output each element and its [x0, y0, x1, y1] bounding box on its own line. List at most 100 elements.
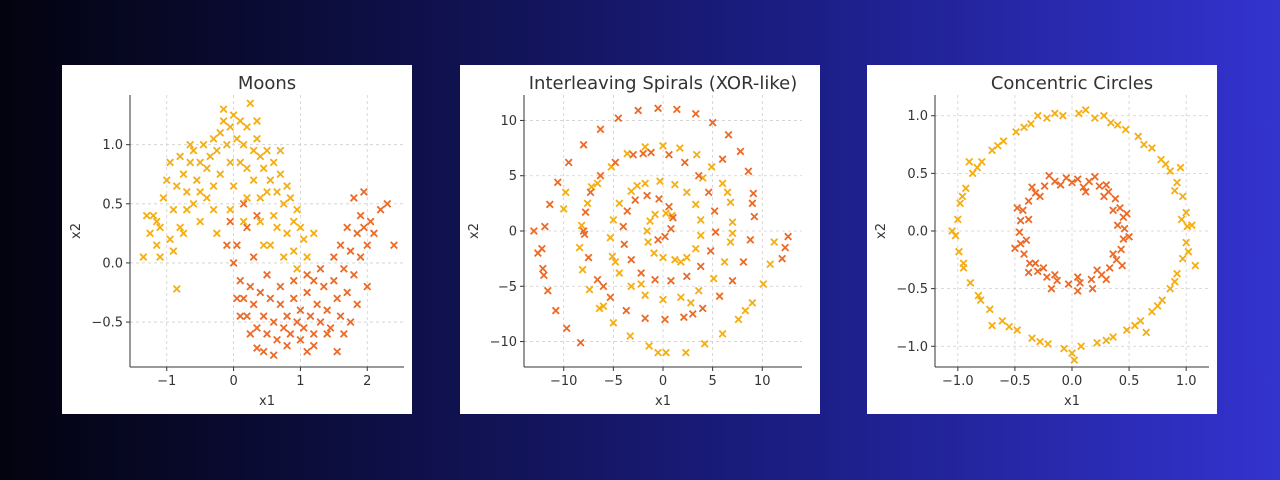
circles-class-b-point [1073, 273, 1082, 282]
spirals-class-a-point [615, 269, 624, 277]
spirals-class-a-point [659, 253, 667, 262]
moons-class-b-point [236, 276, 245, 285]
moons-chart-panel: −1 0 1 2 −0.5 0.0 0.5 1.0 Moons x1 x2 [62, 65, 412, 414]
circles-class-b-point [1088, 284, 1097, 293]
moons-class-a-point [273, 188, 281, 196]
circles-class-b-point [1087, 275, 1096, 284]
spirals-class-b-point [540, 222, 549, 231]
spirals-class-a-point [561, 188, 570, 197]
moons-class-a-point [293, 205, 302, 214]
spirals-class-b-point [728, 276, 737, 285]
moons-class-b-point [246, 329, 255, 338]
circles-class-a-point [956, 199, 965, 208]
moons-x-tick-label: 0 [229, 374, 237, 389]
moons-x-tick-label: 1 [296, 374, 304, 389]
spirals-class-b-point [639, 149, 648, 158]
circles-class-a-point [1184, 247, 1193, 256]
circles-chart-panel: −1.0 −0.5 0.0 0.5 1.0 −1.0 −0.5 0.0 0.5 1.0 Concen… [867, 65, 1217, 414]
moons-x-tick-label: −1 [157, 374, 176, 389]
spirals-x-tick-label: 0 [659, 374, 667, 389]
circles-x-tick-label: 0.5 [1119, 374, 1140, 389]
spirals-class-b-point [778, 254, 787, 263]
circles-class-a-point [1166, 284, 1175, 293]
spirals-class-a-point [585, 285, 594, 294]
moons-class-a-point [219, 105, 228, 114]
spirals-class-a-point [577, 221, 586, 230]
circles-class-a-point [1182, 208, 1191, 217]
moons-class-b-point [303, 270, 312, 279]
spirals-class-a-point [726, 198, 735, 207]
spirals-class-b-point [739, 258, 748, 266]
moons-class-b-point [239, 199, 248, 208]
spirals-class-b-point [668, 213, 677, 222]
spirals-class-a-point [659, 295, 667, 304]
moons-class-a-point [299, 235, 308, 244]
moons-class-b-point [376, 205, 385, 214]
circles-class-a-point [1012, 127, 1020, 136]
circles-class-a-point [1121, 125, 1130, 134]
moons-class-b-point [366, 217, 375, 226]
circles-class-b-point [1031, 259, 1040, 268]
circles-class-a-point [1026, 119, 1035, 128]
moons-class-a-point [286, 193, 295, 202]
spirals-class-a-point [698, 173, 707, 182]
spirals-class-b-point [781, 243, 790, 252]
circles-class-b-point [1109, 206, 1118, 215]
circles-class-b-point [1053, 276, 1062, 285]
spirals-class-a-point [707, 162, 716, 171]
moons-class-a-point [169, 205, 178, 214]
moons-class-b-point [336, 312, 345, 321]
moons-class-b-point [369, 229, 378, 238]
moons-class-a-point [266, 241, 275, 250]
moons-class-a-point [256, 193, 265, 202]
spirals-class-a-point [583, 199, 592, 208]
spirals-class-b-point [576, 338, 585, 347]
spirals-class-a-point [644, 238, 653, 246]
moons-class-b-point [333, 347, 342, 356]
moons-class-a-point [142, 211, 151, 220]
circles-class-a-point [993, 141, 1002, 150]
moons-chart-title: Moons [238, 73, 296, 94]
spirals-class-b-point [629, 150, 638, 159]
circles-class-a-point [1170, 277, 1179, 286]
spirals-class-a-point [593, 179, 602, 188]
circles-class-a-point [1139, 140, 1148, 149]
moons-class-a-point [253, 134, 261, 143]
spirals-class-b-point [750, 212, 759, 221]
spirals-x-tick-label: 5 [709, 374, 717, 389]
moons-class-b-point [269, 318, 278, 326]
circles-class-b-point [1113, 221, 1122, 230]
circles-class-a-point [976, 296, 985, 305]
moons-class-a-point [196, 158, 205, 167]
spirals-x-tick-label: 10 [754, 374, 771, 389]
moons-class-a-point [309, 229, 318, 238]
spirals-class-b-point [665, 150, 673, 159]
moons-class-a-point [263, 188, 271, 196]
spirals-class-a-point [656, 177, 664, 186]
moons-class-b-point [279, 324, 288, 332]
moons-y-tick-label: 1.0 [102, 138, 123, 153]
spirals-class-b-point [718, 155, 727, 164]
spirals-class-a-point [770, 238, 779, 246]
moons-class-b-point [246, 282, 255, 291]
moons-class-a-point [152, 241, 161, 250]
moons-class-a-point [279, 199, 288, 208]
moons-class-b-point [343, 288, 352, 297]
moons-x-tick-label: 2 [363, 374, 371, 389]
spirals-class-a-point [641, 291, 650, 300]
moons-class-a-point [229, 111, 238, 120]
circles-class-a-point [973, 163, 982, 172]
circles-class-b-point [1028, 183, 1036, 192]
spirals-class-a-point [651, 210, 659, 219]
moons-class-b-point [263, 270, 271, 279]
moons-class-b-point [309, 329, 318, 338]
moons-class-b-point [359, 188, 368, 196]
moons-class-a-point [146, 229, 154, 238]
spirals-class-a-point [759, 280, 768, 289]
circles-class-b-point [1013, 204, 1022, 212]
moons-class-a-point [253, 117, 261, 125]
circles-y-tick-label: −0.5 [896, 282, 928, 297]
spirals-class-a-point [670, 255, 679, 264]
moons-class-b-point [259, 347, 268, 356]
